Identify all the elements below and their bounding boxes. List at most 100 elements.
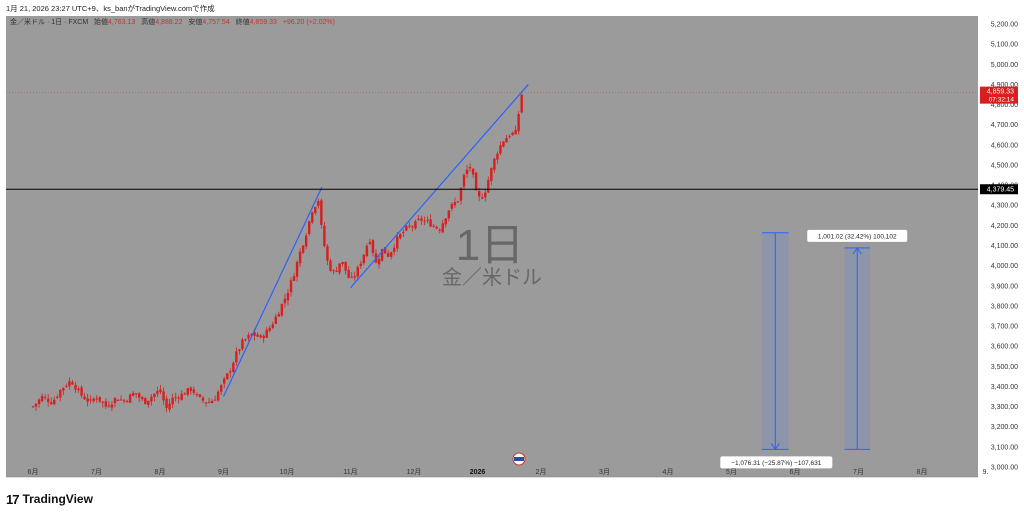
candle-body — [335, 270, 338, 272]
candle-body — [426, 219, 429, 221]
candle-body — [113, 398, 117, 404]
candle-body — [323, 225, 326, 247]
last-price-value: 4,859.33 — [987, 89, 1014, 96]
arrow-down-icon — [770, 443, 780, 451]
candle-body — [238, 349, 241, 352]
candle-body — [98, 396, 101, 402]
candle-body — [204, 402, 208, 404]
candle-body — [432, 225, 435, 227]
candle-body — [210, 400, 214, 404]
candle-body — [192, 389, 196, 393]
candle-body — [429, 219, 432, 227]
candle-body — [104, 401, 108, 407]
candle-body — [292, 276, 296, 281]
event-flag-icon[interactable] — [512, 452, 526, 466]
candle-body — [459, 187, 463, 201]
candle-body — [135, 393, 138, 395]
ohlc-legend: 金／米ドル · 1日 · FXCM 始値4,763.13 高値4,888.22 … — [10, 17, 339, 27]
hline-price-value: 4,379.45 — [987, 187, 1014, 194]
candle-body — [46, 398, 50, 403]
horizontal-lines[interactable] — [6, 92, 978, 190]
candle-body — [56, 396, 59, 398]
candle-body — [389, 252, 393, 257]
candle-body — [487, 179, 490, 193]
time-tick-label: 12月 — [407, 468, 422, 476]
candle-body — [247, 335, 250, 339]
candle-body — [131, 392, 135, 396]
candle-body — [477, 191, 481, 197]
candle-body — [259, 335, 262, 338]
trend-lines[interactable] — [222, 84, 529, 397]
price-tick-label: 3,900.00 — [991, 283, 1018, 290]
candle-body — [453, 202, 457, 206]
candle-body — [380, 249, 384, 261]
candle-body — [301, 245, 305, 253]
candle-body — [408, 225, 411, 227]
candle-body — [347, 270, 350, 278]
price-tick-label: 4,500.00 — [991, 162, 1018, 169]
legend-low-label: 安値 — [188, 19, 203, 26]
candle-body — [229, 371, 232, 373]
candle-body — [110, 404, 114, 408]
time-tick-label: 9月 — [218, 468, 229, 476]
candle-body — [493, 158, 496, 170]
candle-body — [383, 247, 387, 254]
candle-body — [101, 401, 105, 403]
time-tick-label: 4月 — [663, 468, 674, 476]
watermark-interval: 1日 — [456, 221, 524, 270]
candle-body — [216, 391, 220, 401]
candle-body — [262, 335, 265, 339]
candle-body — [286, 293, 290, 301]
candle-body — [265, 329, 268, 338]
tradingview-logo[interactable]: 17 TradingView — [6, 490, 93, 508]
candle-body — [89, 399, 92, 401]
candle-body — [71, 382, 74, 385]
price-chart[interactable]: 1日金／米ドル 3,000.00 3,100.00 3,200.00 3,300.00… — [0, 12, 1024, 494]
candle-body — [183, 393, 186, 395]
price-tick-label: 5,000.00 — [991, 62, 1018, 69]
price-tick-label: 4,200.00 — [991, 223, 1018, 230]
candle-body — [232, 362, 235, 372]
candle-body — [156, 391, 159, 394]
candle-body — [283, 298, 287, 304]
legend-symbol[interactable]: 金／米ドル · 1日 · FXCM — [10, 19, 89, 26]
price-tick-label: 3,400.00 — [991, 384, 1018, 391]
candle-body — [405, 225, 408, 231]
candle-body — [468, 166, 472, 169]
candle-body — [505, 137, 508, 143]
watermark: 1日金／米ドル — [442, 221, 542, 289]
candle-body — [235, 351, 238, 363]
candle-body — [80, 387, 83, 396]
price-tick-label: 3,600.00 — [991, 344, 1018, 351]
candle-body — [241, 339, 244, 350]
candle-body — [171, 397, 174, 405]
trend-line[interactable] — [350, 84, 529, 289]
candle-body — [141, 397, 144, 400]
candle-body — [77, 388, 80, 391]
candle-body — [371, 240, 375, 254]
trend-line[interactable] — [222, 186, 323, 397]
candle-body — [438, 229, 441, 231]
price-tick-label: 5,200.00 — [991, 22, 1018, 29]
candle-body — [280, 303, 284, 316]
candle-body — [332, 270, 335, 272]
candle-body — [256, 334, 259, 337]
candle-body — [441, 223, 444, 233]
price-tick-label: 3,100.00 — [991, 444, 1018, 451]
candle-body — [201, 397, 205, 401]
candle-body — [138, 393, 141, 398]
arrow-up-icon — [852, 247, 862, 255]
time-axis[interactable]: 6月 7月 8月 9月 10月 11月 12月 2026 2月 3月 4月 5月 6月 7月 8月 9. — [6, 468, 988, 478]
legend-close-value: 4,859.33 — [249, 19, 277, 26]
candle-body — [107, 405, 111, 407]
candle-body — [119, 399, 123, 401]
candle-body — [159, 389, 162, 393]
candle-body — [450, 204, 454, 209]
candle-body — [365, 245, 369, 257]
candle-body — [298, 251, 302, 264]
price-tick-label: 4,900.00 — [991, 82, 1018, 89]
candle-body — [368, 241, 372, 245]
price-axis[interactable]: 3,000.00 3,100.00 3,200.00 3,300.00 3,400.00… — [991, 22, 1018, 472]
price-range-tools[interactable]: −1,076.31 (−25.87%) −107,631 1,001.02 (32… — [720, 229, 908, 469]
price-range-down-label: −1,076.31 (−25.87%) −107,631 — [731, 460, 822, 467]
